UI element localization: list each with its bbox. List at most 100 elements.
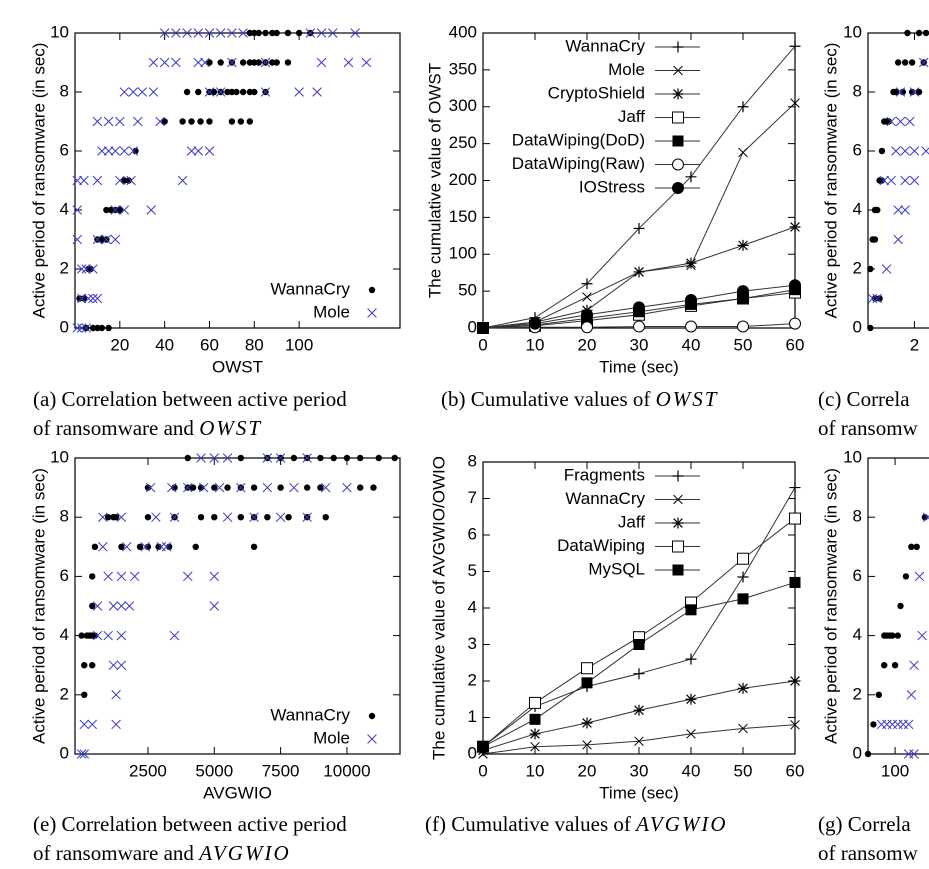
point [110, 205, 121, 215]
point [879, 175, 890, 186]
point [529, 713, 541, 725]
caption-text: (b) Cumulative values of [441, 387, 650, 411]
caption-text: of ransomw [818, 841, 919, 865]
y-tick-label: 250 [449, 133, 477, 152]
point [875, 691, 883, 698]
caption-text: (c) Correla [818, 387, 910, 411]
y-tick-label: 7 [468, 488, 477, 507]
point [893, 719, 903, 730]
y-tick-label: 8 [60, 507, 69, 526]
point [169, 630, 180, 641]
point [249, 512, 259, 522]
y-tick-label: 8 [468, 451, 477, 470]
point [790, 720, 800, 730]
point [871, 236, 879, 243]
point [98, 324, 106, 332]
point [477, 741, 489, 753]
point [361, 57, 372, 68]
point [529, 696, 541, 709]
point [262, 29, 269, 37]
point [204, 87, 215, 97]
point [269, 29, 276, 37]
point [790, 98, 800, 108]
point [867, 293, 878, 304]
x-tick-label: 40 [682, 761, 701, 780]
point [685, 257, 697, 269]
point [169, 512, 180, 522]
legend-marker [367, 734, 377, 744]
point [262, 453, 273, 463]
caption: of ransomware and AVGWIO [33, 841, 291, 865]
point [148, 57, 159, 68]
point [260, 87, 271, 97]
point [110, 234, 121, 245]
point [89, 324, 97, 332]
point [789, 482, 801, 494]
caption-text: of ransomw [818, 416, 919, 440]
point [88, 264, 98, 274]
point [633, 301, 645, 314]
x-tick-label: 40 [155, 335, 174, 354]
point [76, 293, 87, 304]
point [737, 552, 749, 565]
legend-marker [672, 41, 684, 53]
point [302, 453, 312, 463]
point [251, 88, 258, 96]
point [206, 118, 213, 125]
point [893, 205, 903, 215]
point [867, 324, 874, 332]
point [343, 454, 351, 462]
point [737, 593, 749, 605]
y-axis-label: The cumulative value of AVGWIO/OWIO [429, 456, 448, 760]
legend-label: WannaCry [565, 36, 645, 55]
point [906, 690, 917, 700]
point [581, 278, 593, 290]
point [155, 116, 165, 127]
point [908, 88, 916, 96]
point [905, 116, 915, 127]
point [197, 514, 205, 521]
point [98, 236, 106, 243]
x-tick-label: 0 [478, 761, 487, 780]
point [103, 146, 114, 156]
point [738, 147, 748, 158]
y-tick-label: 2 [853, 684, 862, 703]
legend-marker [672, 135, 684, 147]
y-axis-label: Active period of ransomware (in sec) [821, 43, 840, 319]
point [634, 736, 644, 746]
point [126, 175, 136, 186]
y-axis-label: Active period of ransomware (in sec) [821, 468, 840, 744]
point [685, 293, 697, 306]
plot-frame [74, 457, 401, 755]
point [146, 205, 156, 215]
point [913, 543, 920, 550]
legend-marker [672, 158, 684, 171]
point [196, 453, 206, 463]
point [885, 118, 893, 125]
point [391, 454, 398, 462]
point [737, 293, 749, 304]
point [900, 175, 910, 186]
caption: of ransomware and OWST [33, 416, 262, 440]
point [121, 542, 132, 552]
point [227, 57, 237, 68]
y-tick-label: 3 [468, 634, 477, 653]
point [581, 677, 593, 689]
point [182, 28, 192, 38]
point [874, 206, 881, 214]
point [889, 632, 896, 639]
y-tick-label: 300 [449, 96, 477, 115]
point [737, 320, 749, 333]
caption: (b) Cumulative values of OWST [441, 387, 718, 411]
point [128, 87, 139, 97]
point [105, 324, 112, 332]
point [375, 454, 382, 462]
caption-text: (e) Correlation between active period [33, 812, 347, 836]
point [92, 175, 103, 186]
point [204, 146, 215, 156]
point [901, 59, 909, 66]
point [92, 116, 103, 127]
point [215, 87, 226, 97]
point [159, 28, 170, 38]
y-tick-label: 4 [60, 625, 69, 644]
